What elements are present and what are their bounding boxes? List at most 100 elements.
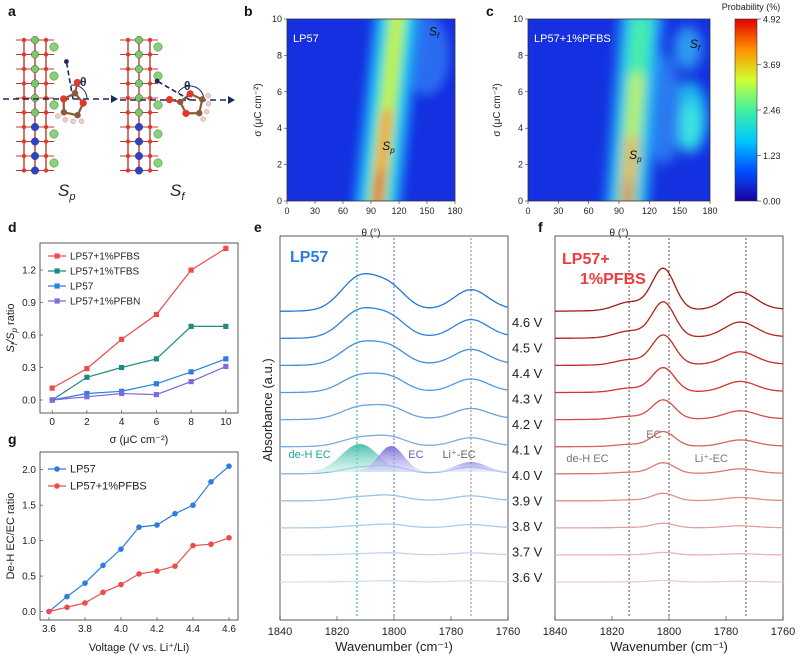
- data-point: [208, 541, 214, 547]
- peak-label-ec: EC: [408, 449, 423, 461]
- data-point: [226, 463, 232, 469]
- peak-label-li-ec: Li⁺-EC: [695, 453, 728, 465]
- panel-b: b Sf Sp LP57 0 30 60 90 120 150 180 0 2 4 6 8 10 θ (°…: [244, 3, 463, 239]
- ec-molecule: [165, 90, 212, 122]
- data-point: [84, 394, 90, 400]
- plot-d-frame: [39, 242, 239, 414]
- lattice-atom-oxygen: [21, 37, 27, 43]
- spectrum-curve: [555, 551, 783, 556]
- plot-g-ylabel: De-H EC/EC ratio: [5, 493, 17, 580]
- lattice-atom-oxygen: [125, 139, 131, 144]
- lattice-atom-li: [49, 100, 59, 110]
- lattice-atom-oxygen: [43, 37, 49, 43]
- series-line: [52, 358, 227, 401]
- lattice-atom-oxygen: [21, 153, 27, 159]
- data-point: [172, 563, 178, 569]
- lattice-atom-li: [153, 129, 163, 139]
- lattice-atom-oxygen: [21, 124, 27, 130]
- atom-hydrogen: [205, 101, 212, 107]
- heatmap-annotation: Sp: [629, 148, 642, 164]
- plot-f-title: LP57+ 1%PFBS: [562, 251, 646, 288]
- y-tick-label: 0.6: [22, 331, 36, 342]
- lattice-atom-blue: [134, 151, 143, 160]
- x-tick-label: 2: [84, 417, 90, 428]
- lattice-atom-blue: [31, 137, 40, 146]
- data-point: [190, 502, 196, 508]
- lattice-atom-oxygen: [125, 52, 131, 57]
- panel-letter-b: b: [244, 3, 253, 19]
- panel-letter-a: a: [8, 3, 16, 19]
- data-point: [119, 364, 125, 371]
- heatmap-sf-core: [679, 100, 700, 149]
- legend-marker: [54, 483, 60, 489]
- heatmap-band-red: [374, 168, 385, 201]
- lattice-atom-oxygen: [125, 37, 131, 43]
- spectrum-curve: [555, 334, 783, 367]
- peak-label-li-ec: Li⁺-EC: [442, 449, 475, 461]
- x-tick-label: 150: [672, 206, 687, 216]
- data-point: [100, 562, 106, 569]
- x-tick-label: 4.0: [114, 624, 128, 635]
- spectrum-curve: [555, 462, 783, 475]
- lattice-atom-oxygen: [43, 66, 49, 72]
- y-tick-label: 6: [277, 87, 282, 97]
- spectrum-curve: [555, 301, 784, 339]
- heatmap-annotation: Sf: [429, 24, 440, 40]
- data-point: [84, 366, 90, 372]
- surface-structure-sf: [120, 36, 235, 175]
- x-tick-label: 90: [366, 206, 376, 216]
- heatmap-band-red: [624, 179, 632, 201]
- panel-d: d 0 2 4 6 8 10 0.0 0.3 0.6 0.9 1.2 LP57+1%PFBS LP57+…: [5, 219, 239, 446]
- heatmap-sf-upper: [673, 26, 702, 71]
- voltage-label: 3.8 V: [512, 519, 543, 534]
- y-tick-label: 0.0: [22, 607, 36, 618]
- heatmap-c-plot: Sf Sp: [528, 19, 710, 201]
- y-tick-label: 1.2: [22, 266, 36, 277]
- lattice-atom-blue: [31, 166, 40, 175]
- colorbar-ticks: 4.92 3.69 2.46 1.23 0.00: [757, 15, 781, 207]
- colorbar-tick-label: 3.69: [763, 60, 781, 70]
- voltage-labels: 4.6 V 4.5 V 4.4 V 4.3 V 4.2 V 4.1 V 4.0 V 3.9 V…: [512, 315, 543, 585]
- lattice-atom-oxygen: [43, 168, 49, 173]
- data-point: [223, 356, 229, 362]
- x-tick-label: 120: [642, 206, 657, 216]
- lattice-atom-li: [49, 42, 59, 52]
- heatmap-density: [353, 19, 449, 201]
- data-point: [188, 323, 194, 329]
- legend-marker: [54, 253, 60, 259]
- x-tick-label: 150: [419, 206, 434, 216]
- x-tick-label: 0: [525, 206, 530, 216]
- data-point: [46, 608, 52, 615]
- y-tick-label: 2: [277, 160, 282, 170]
- atom-carbon: [199, 96, 206, 103]
- structure-label-sf: Sf: [170, 181, 185, 203]
- lattice-atom-blue: [134, 122, 143, 131]
- voltage-label: 4.1 V: [512, 443, 543, 458]
- lattice-atom-green: [31, 79, 40, 88]
- angle-arc: [70, 84, 88, 100]
- panel-letter-c: c: [486, 3, 494, 19]
- lattice-atom-li: [153, 100, 163, 110]
- lattice-atom-oxygen: [147, 139, 153, 144]
- data-point: [136, 571, 142, 577]
- atom-hydrogen: [78, 118, 85, 124]
- voltage-label: 4.0 V: [512, 468, 543, 483]
- x-tick-label: 1780: [714, 626, 738, 638]
- atom-hydrogen: [205, 92, 211, 99]
- plot-e-xlabel: Wavenumber (cm⁻¹): [335, 639, 453, 654]
- plot-d-content: 0 2 4 6 8 10 0.0 0.3 0.6 0.9 1.2 LP57+1%PFBS LP57+1%…: [22, 245, 232, 428]
- data-point: [188, 267, 194, 273]
- heatmap-b-axes: 0 30 60 90 120 150 180 0 2 4 6 8 10: [272, 14, 463, 216]
- legend-label: LP57+1%PFBS: [70, 252, 140, 263]
- spectrum-curve: [280, 580, 508, 583]
- x-tick-label: 1780: [439, 626, 463, 638]
- data-point: [188, 378, 194, 385]
- y-tick-label: 1.0: [22, 536, 36, 547]
- data-point: [226, 534, 232, 541]
- x-tick-label: 6: [154, 417, 160, 428]
- data-point: [154, 522, 160, 528]
- legend-marker: [54, 283, 60, 289]
- x-tick-label: 10: [220, 417, 232, 428]
- spectrum-curve: [555, 579, 783, 583]
